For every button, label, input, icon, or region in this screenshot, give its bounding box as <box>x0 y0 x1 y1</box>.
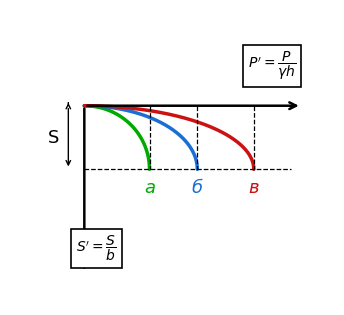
Text: б: б <box>192 179 203 197</box>
Text: S: S <box>48 129 60 146</box>
Text: в: в <box>248 179 259 197</box>
Text: $S' = \dfrac{S}{b}$: $S' = \dfrac{S}{b}$ <box>76 234 117 263</box>
Text: $P' = \dfrac{P}{\gamma h}$: $P' = \dfrac{P}{\gamma h}$ <box>248 50 297 82</box>
Text: а: а <box>144 179 155 197</box>
